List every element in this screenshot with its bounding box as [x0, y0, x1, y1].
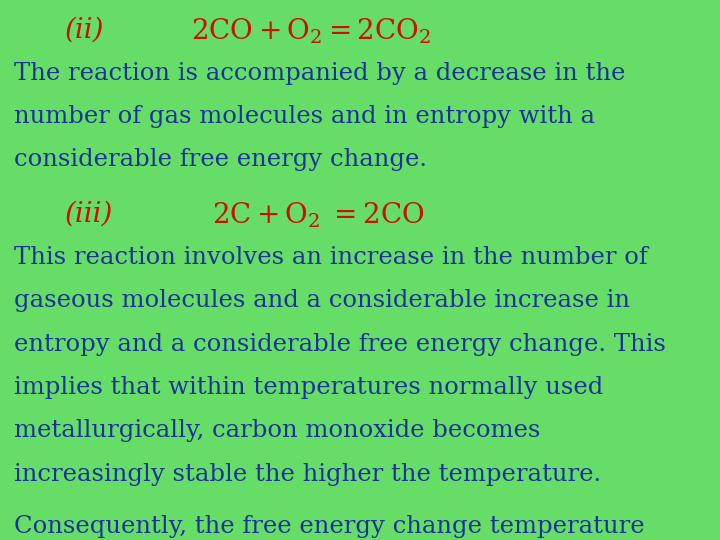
Text: gaseous molecules and a considerable increase in: gaseous molecules and a considerable inc…: [14, 289, 631, 312]
Text: This reaction involves an increase in the number of: This reaction involves an increase in th…: [14, 246, 648, 269]
Text: increasingly stable the higher the temperature.: increasingly stable the higher the tempe…: [14, 463, 601, 485]
Text: (iii): (iii): [65, 201, 113, 228]
Text: metallurgically, carbon monoxide becomes: metallurgically, carbon monoxide becomes: [14, 420, 541, 442]
Text: (ii): (ii): [65, 16, 104, 43]
Text: considerable free energy change.: considerable free energy change.: [14, 148, 428, 171]
Text: entropy and a considerable free energy change. This: entropy and a considerable free energy c…: [14, 333, 666, 356]
Text: implies that within temperatures normally used: implies that within temperatures normall…: [14, 376, 603, 399]
Text: number of gas molecules and in entropy with a: number of gas molecules and in entropy w…: [14, 105, 595, 128]
Text: The reaction is accompanied by a decrease in the: The reaction is accompanied by a decreas…: [14, 62, 626, 85]
Text: Consequently, the free energy change temperature: Consequently, the free energy change tem…: [14, 515, 645, 538]
Text: $\mathregular{2C + O_2\;  = 2CO}$: $\mathregular{2C + O_2\; = 2CO}$: [212, 201, 425, 230]
Text: $\mathregular{2CO + O_2 = 2CO_2}$: $\mathregular{2CO + O_2 = 2CO_2}$: [191, 16, 431, 46]
